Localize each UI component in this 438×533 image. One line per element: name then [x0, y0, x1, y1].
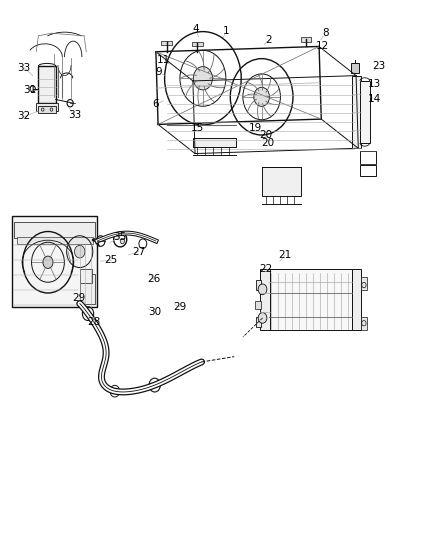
Text: 30: 30 — [148, 306, 161, 317]
Bar — [17, 237, 93, 244]
Text: 9: 9 — [155, 68, 162, 77]
Bar — [191, 42, 203, 46]
Text: 20: 20 — [259, 130, 272, 140]
Bar — [360, 165, 376, 176]
Circle shape — [43, 256, 53, 269]
Text: 13: 13 — [368, 78, 381, 88]
Text: 8: 8 — [322, 28, 328, 38]
Text: 14: 14 — [368, 94, 381, 104]
Bar — [14, 222, 95, 238]
Text: 35: 35 — [113, 232, 127, 242]
Circle shape — [256, 90, 267, 104]
Text: 25: 25 — [104, 255, 118, 265]
Text: 27: 27 — [132, 247, 145, 257]
Bar — [12, 216, 97, 308]
Text: 21: 21 — [279, 250, 292, 260]
Text: 2: 2 — [265, 35, 272, 45]
Circle shape — [254, 87, 269, 107]
Text: 20: 20 — [261, 139, 274, 149]
Bar — [80, 269, 92, 284]
Bar — [352, 269, 361, 330]
Bar — [255, 301, 261, 309]
Circle shape — [258, 284, 267, 295]
Text: 12: 12 — [316, 41, 329, 51]
Text: 26: 26 — [147, 274, 160, 284]
Bar — [360, 81, 370, 143]
Text: 6: 6 — [152, 99, 159, 109]
Text: 22: 22 — [259, 264, 272, 273]
Text: 28: 28 — [87, 317, 100, 327]
Text: 11: 11 — [157, 55, 170, 64]
Bar — [351, 63, 359, 73]
Text: 33: 33 — [18, 63, 31, 72]
Bar — [193, 138, 237, 147]
Bar — [361, 317, 367, 330]
Circle shape — [74, 245, 85, 258]
Text: 33: 33 — [68, 110, 81, 120]
Bar — [361, 277, 367, 290]
Text: 1: 1 — [223, 26, 230, 36]
Text: 29: 29 — [72, 293, 85, 303]
Bar — [352, 76, 361, 148]
Bar — [36, 103, 58, 111]
Text: 19: 19 — [249, 123, 262, 133]
Text: 29: 29 — [173, 302, 187, 312]
Circle shape — [193, 67, 212, 90]
Text: 23: 23 — [373, 61, 386, 71]
Circle shape — [258, 313, 267, 323]
Bar — [256, 280, 261, 290]
Bar — [80, 274, 95, 304]
Bar — [256, 317, 261, 327]
Text: 4: 4 — [193, 25, 199, 35]
Bar — [301, 37, 311, 42]
Bar — [39, 107, 56, 113]
Bar — [39, 66, 56, 103]
Circle shape — [120, 238, 124, 244]
Bar — [261, 167, 301, 196]
Bar — [161, 41, 173, 45]
Text: 31: 31 — [23, 85, 36, 95]
Bar — [269, 269, 352, 330]
Bar — [360, 151, 376, 164]
Circle shape — [196, 70, 210, 87]
Text: 15: 15 — [191, 123, 204, 133]
Bar — [260, 269, 270, 330]
Text: 32: 32 — [18, 111, 31, 122]
